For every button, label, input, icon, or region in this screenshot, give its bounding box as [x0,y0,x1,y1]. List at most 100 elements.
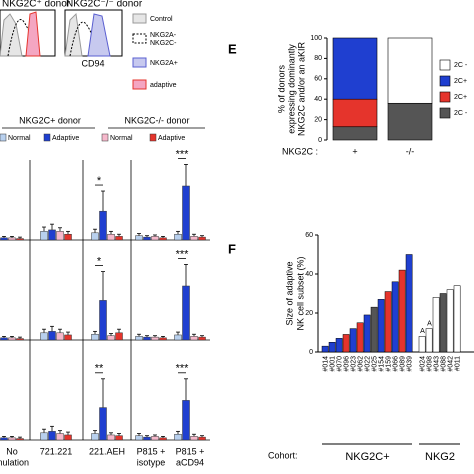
bar [446,289,454,353]
bar [190,336,198,341]
legend-label: NKG2C- [150,40,177,47]
bar [356,322,364,353]
bar-segment [332,126,378,141]
bar [321,345,329,353]
legend-swatch [0,133,7,142]
bar [143,436,151,441]
bar [143,336,151,341]
x-tick-label: #024 [419,356,426,372]
significance: *** [176,148,190,160]
bar [190,436,198,441]
bar [107,335,115,341]
bar [56,231,64,241]
legend-swatch [43,133,51,142]
legend-label: 2C - [454,110,468,117]
bar [16,338,24,341]
bar [99,407,107,441]
legend-label: adaptive [150,82,177,89]
x-tick-label: #096 [343,356,350,372]
bar [40,332,48,341]
x-tick-label: #043 [433,356,440,372]
bar [342,334,350,353]
significance: * [97,175,102,187]
bar [115,236,123,241]
bar [8,237,16,241]
x-axis-label: CD94 [81,58,104,68]
bar [432,297,440,353]
bar [453,285,461,353]
bar [159,337,167,341]
bar-segment [332,37,378,100]
x-tick-label: #022 [364,356,371,372]
legend-swatch [132,57,147,68]
histogram-panels: NKG2C⁺ donor NKG2C⁻/⁻ donor CD94 Control… [0,0,178,90]
y-tick-label: 40 [314,96,322,103]
y-tick-label: 20 [314,116,322,123]
bar [377,299,385,353]
bar [64,233,72,241]
x-tick-label: #070 [336,356,343,372]
bar [8,337,16,341]
x-tick-label: #154 [378,356,385,372]
bar [182,285,190,341]
bar [328,342,336,353]
histogram-nkg2a [87,13,111,57]
bar [91,333,99,341]
bar [143,236,151,241]
bar [439,293,447,353]
significance: * [97,256,102,268]
x-tick-label: #014 [322,356,329,372]
bar [135,435,143,441]
bar [398,269,406,353]
y-tick-label: 20 [305,310,313,317]
bar [135,336,143,341]
x-tick-label: isotype [137,457,166,467]
bar [182,185,190,241]
y-tick-label: 80 [314,55,322,62]
bar [0,337,8,341]
bar [99,210,107,241]
panel-label: F [228,241,236,256]
bar [159,437,167,441]
x-tick-label: No [6,446,18,456]
x-tick-label: #089 [399,356,406,372]
legend-label: Normal [110,135,133,142]
bar [115,435,123,441]
bar [64,434,72,441]
donor-title: NKG2C-/- donor [124,115,189,125]
bar [174,334,182,341]
legend-swatch [439,75,451,87]
bar [115,332,123,341]
x-tick-label: #088 [440,356,447,372]
x-tick-label: #011 [454,356,461,371]
y-axis-label: Size of adaptive [284,261,294,325]
legend-label: Adaptive [158,135,185,142]
bar [425,328,433,353]
bar [99,300,107,341]
bar [405,254,413,353]
x-tick-label: #042 [447,356,454,372]
bar [0,437,8,441]
x-tick-label: 221.AEH [89,446,125,456]
histogram-control [0,13,23,57]
legend-swatch [101,133,109,142]
bar-segment [387,102,433,141]
bar [56,433,64,441]
bar [48,331,56,341]
bar [48,431,56,441]
bar [40,231,48,241]
cohort-name: NKG2C+ [345,451,389,463]
bar [48,229,56,241]
x-tick-label: #039 [406,356,413,372]
bar [190,236,198,241]
bar-annotation: A [420,328,425,335]
bar [363,314,371,353]
x-tick-label: 721.221 [40,446,73,456]
bar [198,236,206,241]
x-tick-label: #098 [426,356,433,372]
bar [135,235,143,241]
y-tick-label: 100 [310,35,322,42]
x-tick-label: #066 [392,356,399,372]
bar [91,433,99,441]
